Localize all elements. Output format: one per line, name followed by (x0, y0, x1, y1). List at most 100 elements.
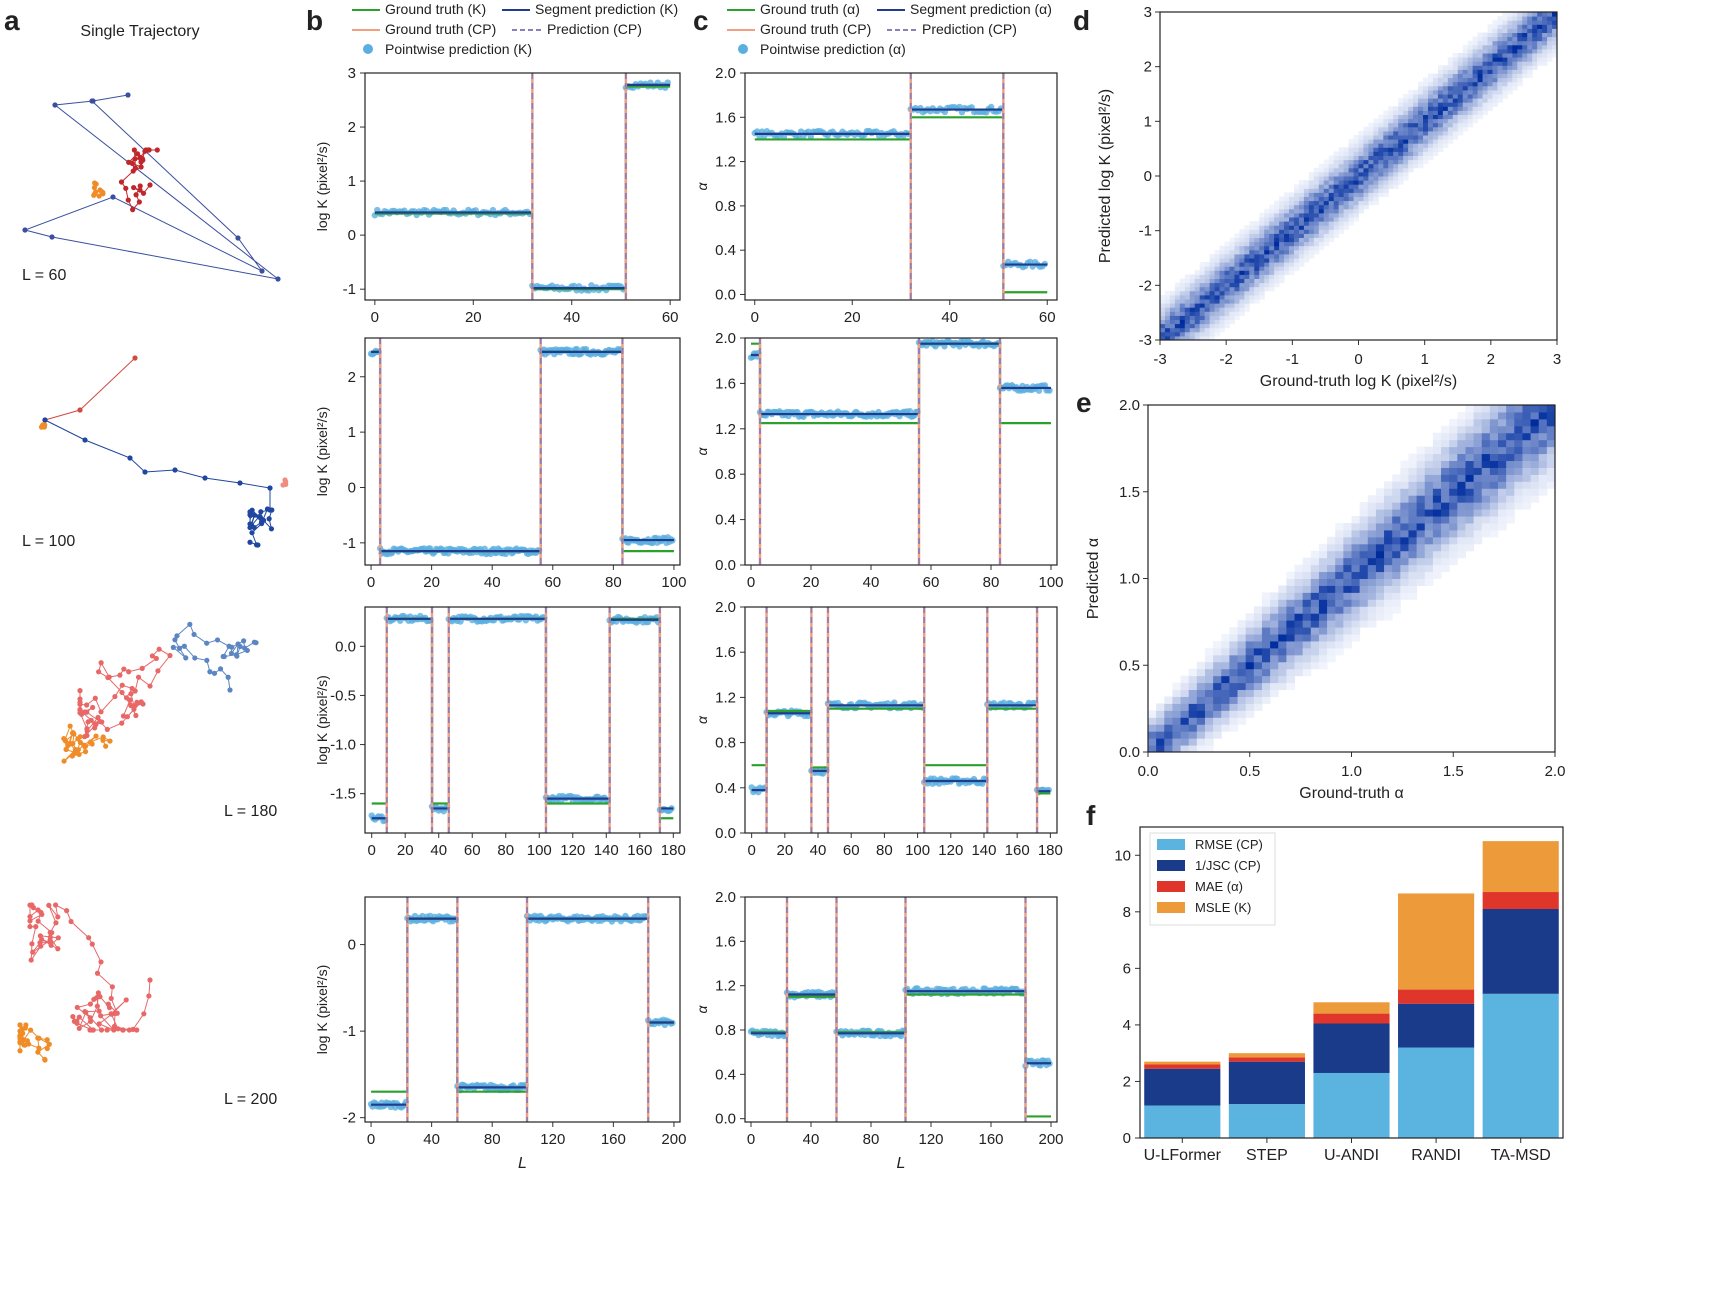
heatmap-cell (1441, 488, 1450, 496)
heatmap-cell (1449, 453, 1458, 462)
trajectory-point (77, 734, 83, 740)
heatmap-cell (1270, 599, 1279, 607)
heatmap-cell (1358, 200, 1364, 206)
heatmap-cell (1532, 57, 1538, 62)
x-tick-label: 60 (662, 309, 679, 326)
heatmap-cell (1269, 249, 1275, 255)
heatmap-cell (1497, 36, 1503, 42)
heatmap-cell (1318, 245, 1325, 251)
heatmap-cell (1532, 40, 1538, 46)
heatmap-cell (1333, 176, 1340, 181)
trajectory-point (85, 719, 91, 725)
trajectory-path (44, 357, 136, 421)
heatmap-cell (1343, 592, 1352, 600)
trajectory-point (55, 914, 61, 920)
heatmap-cell (1199, 290, 1206, 296)
heatmap-cell (1449, 502, 1458, 510)
heatmap-cell (1375, 516, 1385, 524)
heatmap-cell (1180, 696, 1190, 704)
heatmap-cell (1169, 290, 1176, 296)
heatmap-cell (1164, 738, 1173, 746)
heatmap-cell (1449, 460, 1458, 468)
heatmap-cell (1442, 94, 1449, 99)
heatmap-cell (1253, 606, 1263, 614)
heatmap-cell (1449, 550, 1458, 559)
heatmap-cell (1400, 481, 1409, 489)
heatmap-cell (1472, 44, 1479, 50)
trajectory-path (79, 648, 171, 739)
heatmap-cell (1432, 474, 1442, 482)
heatmap-cell (1457, 411, 1466, 420)
heatmap-cell (1457, 65, 1464, 70)
heatmap-cell (1437, 126, 1444, 132)
heatmap-cell (1333, 151, 1340, 156)
heatmap-cell (1214, 253, 1221, 259)
heatmap-cell (1310, 613, 1320, 621)
heatmap-cell (1327, 627, 1336, 635)
bar-msle-u-lformer (1144, 1061, 1221, 1065)
heatmap-cell (1378, 151, 1384, 156)
trajectory-point (280, 482, 286, 488)
heatmap-cell (1473, 488, 1483, 496)
heatmap-cell (1393, 130, 1399, 136)
heatmap-cell (1367, 495, 1377, 503)
heatmap-cell (1213, 647, 1222, 656)
heatmap-cell (1472, 110, 1479, 115)
heatmap-cell (1538, 432, 1548, 441)
heatmap-cell (1274, 217, 1280, 222)
heatmap-cell (1303, 180, 1310, 185)
heatmap-cell (1318, 167, 1325, 173)
heatmap-cell (1188, 682, 1198, 691)
x-tick-label: -2 (1219, 351, 1232, 368)
heatmap-cell (1174, 323, 1181, 329)
trajectory-point (268, 526, 275, 532)
heatmap-cell (1384, 502, 1393, 510)
heatmap-cell (1348, 221, 1355, 226)
heatmap-cell (1156, 724, 1165, 732)
heatmap-cell (1432, 85, 1439, 91)
heatmap-cell (1302, 634, 1312, 642)
heatmap-cell (1303, 245, 1310, 251)
heatmap-cell (1338, 221, 1345, 226)
x-tick-label: 0 (368, 842, 376, 859)
heatmap-cell (1313, 245, 1320, 251)
heatmap-cell (1442, 85, 1449, 91)
heatmap-cell (1204, 745, 1214, 753)
heatmap-cell (1335, 571, 1344, 579)
heatmap-cell (1353, 196, 1359, 202)
bar-mae-step (1228, 1057, 1305, 1062)
heatmap-cell (1313, 217, 1320, 222)
legend-predcp: Prediction (CP) (547, 21, 642, 37)
heatmap-cell (1333, 200, 1340, 206)
heatmap-cell (1184, 274, 1191, 279)
heatmap-cell (1393, 147, 1399, 152)
heatmap-cell (1244, 266, 1250, 271)
heatmap-cell (1482, 106, 1489, 111)
heatmap-cell (1348, 200, 1355, 206)
heatmap-cell (1432, 571, 1442, 579)
heatmap-cell (1188, 710, 1198, 718)
heatmap-cell (1338, 217, 1345, 222)
heatmap-cell (1209, 307, 1216, 312)
heatmap-cell (1481, 439, 1491, 448)
heatmap-cell (1400, 495, 1409, 503)
heatmap-cell (1403, 98, 1409, 103)
heatmap-cell (1423, 81, 1429, 87)
heatmap-cell (1286, 571, 1296, 579)
heatmap-cell (1303, 184, 1310, 189)
heatmap-cell (1204, 331, 1211, 337)
heatmap-cell (1274, 253, 1280, 259)
heatmap-cell (1209, 327, 1216, 333)
heatmap-cell (1204, 319, 1211, 325)
heatmap-cell (1286, 620, 1296, 628)
trajectory-point (75, 747, 81, 753)
heatmap-cell (1148, 710, 1157, 718)
heatmap-cell (1368, 151, 1374, 156)
x-tick-label: 160 (601, 1131, 626, 1148)
heatmap-cell (1348, 208, 1355, 214)
heatmap-cell (1423, 106, 1429, 111)
heatmap-cell (1416, 467, 1426, 475)
trajectory-point (63, 746, 69, 753)
heatmap-cell (1473, 467, 1483, 475)
y-tick-label: 1.6 (715, 109, 736, 126)
